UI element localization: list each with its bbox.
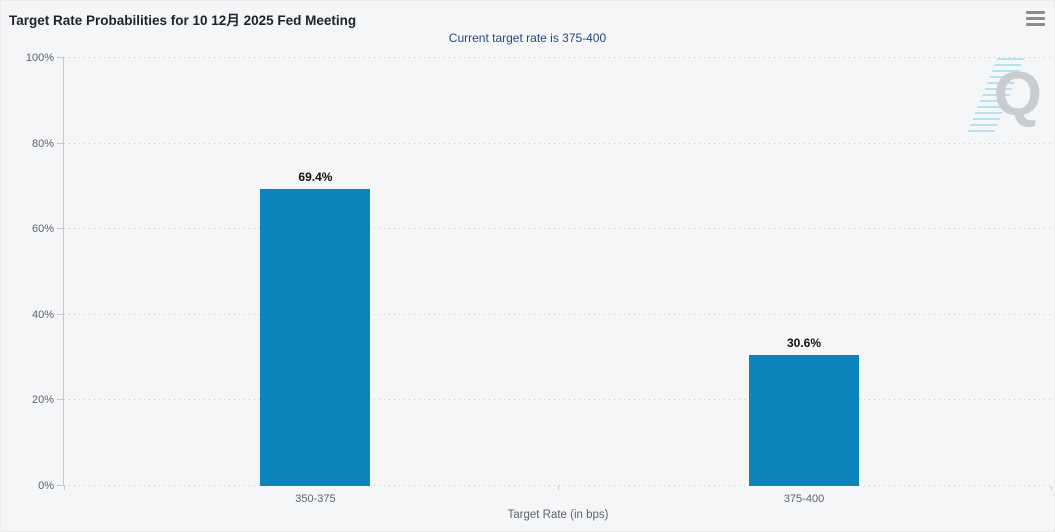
gridline-80: [64, 142, 1052, 144]
x-axis-title: Target Rate (in bps): [507, 509, 609, 521]
y-tick-label: 60%: [31, 223, 54, 236]
x-tick-label: 375-400: [783, 493, 825, 505]
y-tick-label: 0%: [38, 480, 54, 492]
hamburger-bar: [1026, 23, 1045, 26]
x-tick-label: 350-375: [295, 493, 336, 505]
bar-value-label: 30.6%: [786, 336, 822, 351]
watermark-q-letter: Q: [993, 60, 1042, 129]
hamburger-menu-icon[interactable]: [1026, 11, 1045, 29]
y-tick-label: 40%: [31, 308, 54, 321]
chart-subtitle: Current target rate is 375-400: [448, 31, 607, 45]
y-tick-label: 20%: [31, 394, 54, 407]
y-tick-mark: [57, 142, 64, 144]
y-tick-label: 100%: [25, 52, 54, 64]
gridline-0: [64, 485, 1052, 486]
gridline-100: [64, 57, 1052, 58]
probability-bar-350-375[interactable]: [260, 188, 371, 486]
gridline-20: [64, 399, 1052, 401]
y-tick-mark: [57, 228, 64, 230]
bar-value-label: 69.4%: [298, 169, 333, 184]
gridline-60: [64, 228, 1052, 230]
quikstrike-q-watermark: Q: [960, 58, 1044, 146]
plot-area: Q Target Rate (in bps) 0% 20% 40% 60% 80% 100…: [26, 52, 1052, 521]
y-tick-mark: [57, 57, 64, 58]
probability-bar-375-400[interactable]: [749, 355, 859, 486]
y-tick-mark: [57, 399, 64, 401]
x-tick-mark: [1051, 486, 1052, 490]
chart-title: Target Rate Probabilities for 10 12月 202…: [9, 13, 357, 28]
gridline-40: [64, 313, 1052, 315]
y-tick-mark: [57, 313, 64, 315]
watermark-stripes-icon: [966, 58, 1025, 134]
x-tick-mark: [558, 486, 559, 490]
y-tick-label: 80%: [31, 137, 54, 150]
hamburger-bar: [1026, 11, 1045, 14]
y-tick-mark: [57, 485, 64, 486]
x-tick-mark: [64, 486, 65, 490]
hamburger-bar: [1026, 17, 1045, 20]
